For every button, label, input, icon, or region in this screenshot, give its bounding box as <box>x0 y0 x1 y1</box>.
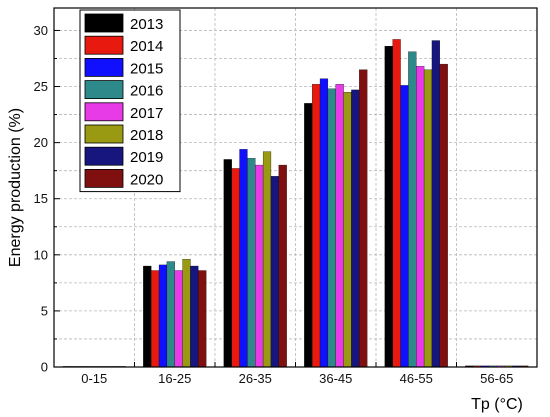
bar-2015-36-45 <box>319 78 329 368</box>
bars <box>62 39 529 368</box>
bar-2018-36-45 <box>343 91 352 368</box>
legend-swatch-2014 <box>84 35 124 55</box>
bar-2015-16-25 <box>158 264 168 368</box>
legend-swatch-2013 <box>84 13 124 33</box>
legend-label-2015: 2015 <box>130 60 163 77</box>
bar-2019-46-55 <box>431 40 440 368</box>
bar-2020-16-25 <box>198 270 207 368</box>
bar-2014-36-45 <box>312 84 321 368</box>
y-tick-label: 10 <box>34 247 48 262</box>
y-tick-label: 30 <box>34 23 48 38</box>
legend-swatch-2016 <box>84 80 124 99</box>
bar-2018-26-35 <box>262 151 272 368</box>
legend-swatch-2020 <box>84 168 124 188</box>
y-tick-label: 25 <box>34 79 48 94</box>
bar-2019-16-25 <box>190 265 199 368</box>
bar-2013-16-25 <box>143 265 152 368</box>
bar-2013-46-55 <box>384 45 393 368</box>
legend-swatch-2017 <box>84 102 124 122</box>
bar-2020-36-45 <box>359 69 368 368</box>
bar-2014-16-25 <box>151 270 160 368</box>
bar-2016-36-45 <box>327 88 336 368</box>
bar-2020-46-55 <box>439 63 448 368</box>
y-tick-label: 15 <box>34 191 48 206</box>
bar-2014-46-55 <box>392 39 401 368</box>
x-tick-label: 0-15 <box>81 371 107 386</box>
bar-2015-46-55 <box>400 85 409 368</box>
bar-2019-36-45 <box>351 89 360 368</box>
x-tick-label: 16-25 <box>158 371 191 386</box>
bar-2015-26-35 <box>239 149 248 368</box>
bar-2017-16-25 <box>174 270 183 368</box>
legend-label-2014: 2014 <box>130 38 163 55</box>
y-tick-label: 0 <box>41 360 48 375</box>
y-axis-label: Energy production (%) <box>7 108 24 267</box>
bar-2016-16-25 <box>166 261 175 368</box>
bar-2014-26-35 <box>231 168 240 368</box>
bar-2018-16-25 <box>182 259 191 368</box>
legend-label-2016: 2016 <box>130 83 163 100</box>
x-tick-label: 56-65 <box>480 371 513 386</box>
bar-2016-26-35 <box>247 158 256 368</box>
y-tick-label: 5 <box>41 303 48 318</box>
x-tick-label: 36-45 <box>319 371 352 386</box>
legend-label-2017: 2017 <box>130 105 163 122</box>
legend: 2013 2014 2015 2016 2017 2018 2019 2020 <box>79 9 181 193</box>
y-tick-label: 20 <box>34 135 48 150</box>
x-axis-label: Tp (°C) <box>471 396 523 413</box>
bar-2019-26-35 <box>270 176 279 368</box>
bar-2017-46-55 <box>416 66 425 368</box>
bar-2018-46-55 <box>423 69 433 368</box>
legend-label-2013: 2013 <box>130 16 163 33</box>
legend-swatch-2015 <box>84 58 124 77</box>
x-tick-label: 26-35 <box>239 371 272 386</box>
legend-label-2019: 2019 <box>130 149 163 166</box>
legend-label-2018: 2018 <box>130 127 163 144</box>
legend-swatch-2018 <box>84 124 124 144</box>
legend-swatch-2019 <box>84 146 124 166</box>
bar-2017-36-45 <box>335 84 344 368</box>
axis-ticks: 0 5 10 15 20 25 30 0-15 16-25 26-35 36-45 46-55 56-6… <box>34 23 514 386</box>
bar-2020-26-35 <box>278 164 287 368</box>
x-tick-label: 46-55 <box>400 371 433 386</box>
bar-2016-46-55 <box>408 51 417 368</box>
legend-label-2020: 2020 <box>130 171 163 188</box>
bar-2017-26-35 <box>255 164 264 368</box>
bar-2013-36-45 <box>304 103 313 368</box>
bar-2013-26-35 <box>223 159 232 368</box>
